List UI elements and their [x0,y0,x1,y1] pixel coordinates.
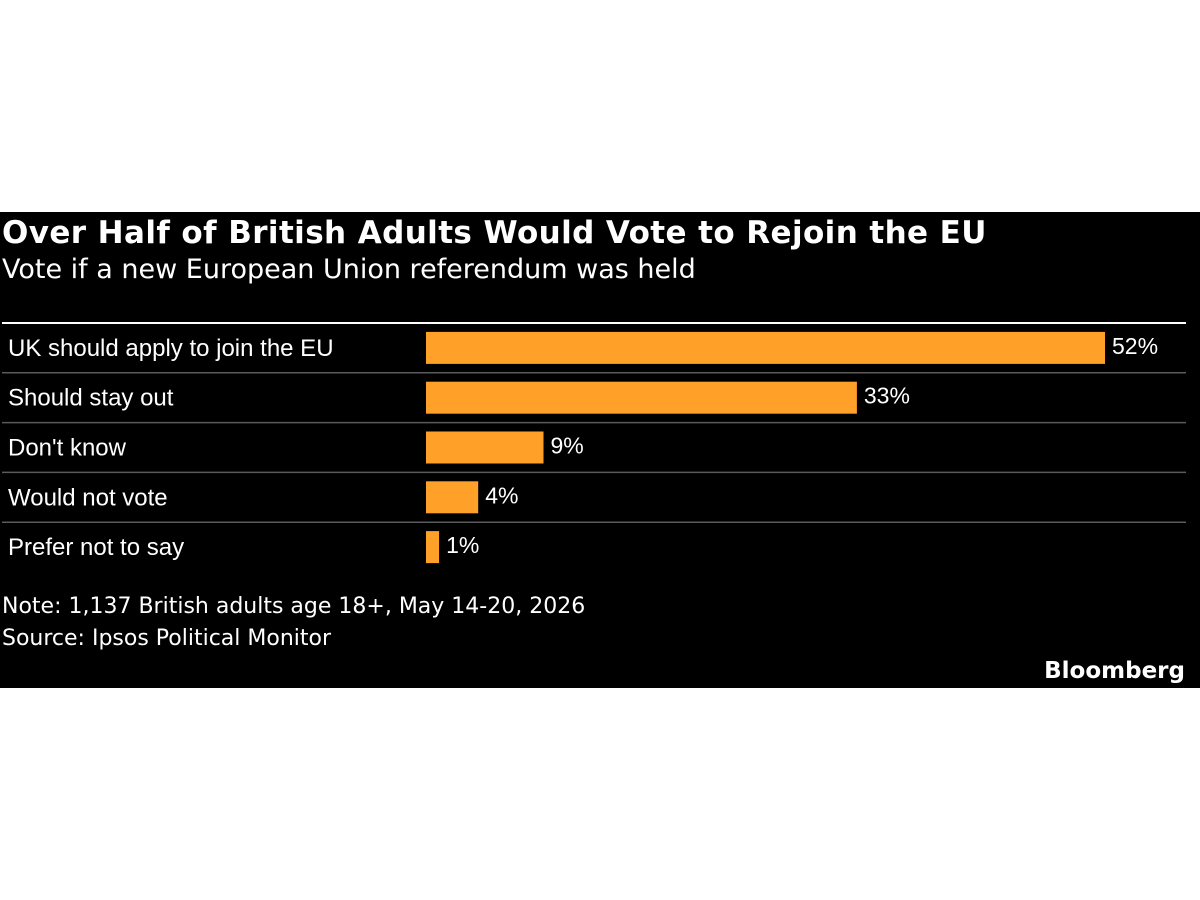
bar-2 [426,431,544,464]
chart-panel: Over Half of British Adults Would Vote t… [0,212,1200,688]
bloomberg-logo: Bloomberg [1044,658,1185,684]
bar-4 [426,531,440,564]
chart-note: Note: 1,137 British adults age 18+, May … [2,594,586,619]
chart-title: Over Half of British Adults Would Vote t… [2,215,987,251]
category-label: Prefer not to say [8,534,184,561]
bar-1 [426,381,857,414]
bars [426,331,1105,564]
category-label: Would not vote [8,484,168,511]
bar-3 [426,481,479,514]
value-label: 9% [551,433,584,459]
category-label: Don't know [8,435,127,462]
chart-subtitle: Vote if a new European Union referendum … [2,254,696,285]
bar-0 [426,331,1105,364]
value-label: 52% [1112,333,1158,359]
category-labels: UK should apply to join the EU Should sta… [8,335,334,561]
value-label: 1% [446,532,479,558]
category-label: UK should apply to join the EU [8,335,334,362]
chart-source: Source: Ipsos Political Monitor [2,626,332,651]
row-dividers [2,322,1186,523]
value-labels: 52% 33% 9% 4%1% [446,333,1158,558]
category-label: Should stay out [8,385,174,412]
bar-chart: UK should apply to join the EU Should sta… [2,322,1186,564]
value-label: 4% [485,482,518,508]
value-label: 33% [864,383,910,409]
